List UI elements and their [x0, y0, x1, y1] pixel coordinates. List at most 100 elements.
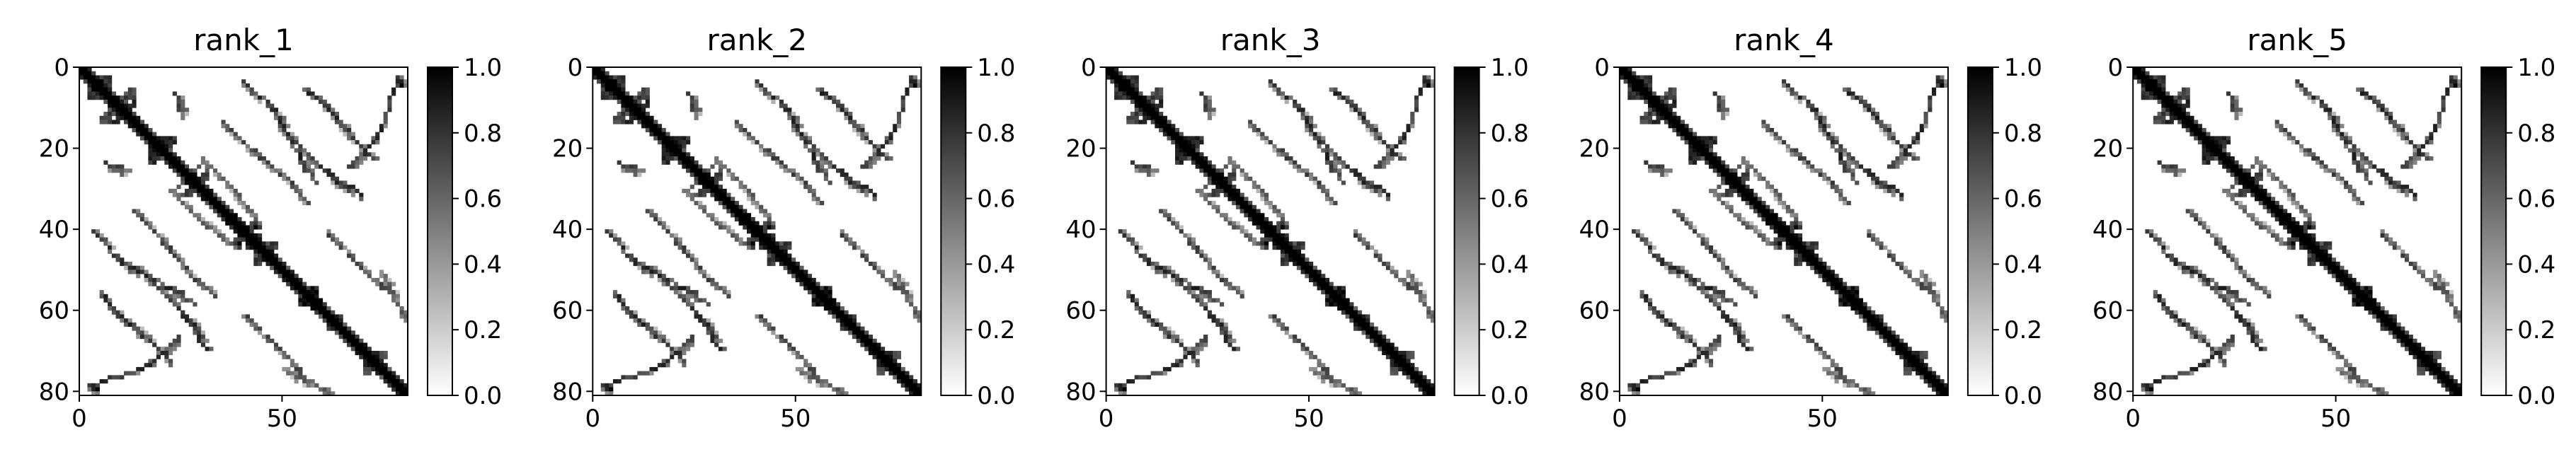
heatmap-cell — [864, 192, 869, 197]
heatmap-cell — [617, 160, 622, 165]
heatmap-cell — [347, 326, 352, 331]
heatmap-cell — [367, 354, 372, 359]
heatmap-cell — [1838, 197, 1843, 202]
heatmap-cell — [2141, 95, 2146, 100]
heatmap-cell — [2437, 120, 2442, 124]
heatmap-cell — [306, 294, 311, 298]
heatmap-cell — [1761, 124, 1766, 129]
heatmap-cell — [1712, 302, 1717, 307]
heatmap-cell — [1806, 335, 1811, 340]
heatmap-cell — [795, 124, 800, 129]
heatmap-cell — [2258, 164, 2263, 169]
heatmap-cell — [1680, 330, 1685, 335]
heatmap-cell — [1288, 335, 1293, 340]
heatmap-cell — [1138, 245, 1143, 250]
heatmap-cell — [1134, 241, 1139, 246]
heatmap-cell — [229, 209, 234, 214]
heatmap-cell — [1664, 172, 1669, 178]
heatmap-cell — [1159, 127, 1164, 133]
heatmap-cell — [387, 103, 392, 108]
heatmap-cell — [1794, 225, 1799, 230]
heatmap-cell — [2238, 176, 2243, 181]
heatmap-cell — [403, 383, 408, 388]
heatmap-cell — [2437, 124, 2442, 129]
heatmap-cell — [108, 108, 113, 112]
heatmap-cell — [1708, 294, 1714, 298]
heatmap-cell — [1118, 387, 1123, 392]
heatmap-cell — [702, 176, 707, 181]
heatmap-cell — [864, 330, 869, 335]
heatmap-cell — [1693, 156, 1698, 161]
heatmap-cell — [1737, 326, 1742, 331]
heatmap-cell — [103, 99, 108, 104]
heatmap-cell — [1134, 83, 1139, 88]
heatmap-cell — [270, 257, 275, 262]
heatmap-cell — [2177, 120, 2182, 124]
heatmap-cell — [1855, 298, 1860, 303]
heatmap-cell — [2222, 188, 2227, 193]
heatmap-cell — [1293, 261, 1298, 267]
heatmap-cell — [1235, 201, 1241, 206]
heatmap-cell — [649, 330, 654, 335]
heatmap-cell — [1923, 286, 1928, 291]
heatmap-cell — [1717, 338, 1722, 343]
y-tick-label: 20 — [1065, 135, 1096, 163]
heatmap-cell — [1394, 152, 1399, 157]
heatmap-cell — [318, 310, 324, 315]
heatmap-cell — [1268, 201, 1273, 206]
heatmap-cell — [1826, 132, 1831, 137]
heatmap-cell — [1385, 265, 1390, 270]
heatmap-cell — [1903, 342, 1908, 347]
heatmap-cell — [1712, 136, 1717, 141]
heatmap-cell — [168, 148, 173, 153]
heatmap-cell — [1187, 156, 1192, 161]
heatmap-cell — [836, 103, 841, 108]
heatmap-cell — [233, 245, 238, 250]
heatmap-cell — [706, 188, 711, 193]
heatmap-cell — [1227, 197, 1232, 202]
heatmap-cell — [350, 136, 355, 141]
heatmap-cell — [217, 172, 222, 178]
heatmap-cell — [1288, 160, 1293, 165]
heatmap-cell — [633, 103, 638, 108]
heatmap-cell — [136, 209, 141, 214]
heatmap-cell — [318, 298, 324, 303]
heatmap-cell — [1357, 108, 1362, 112]
heatmap-cell — [120, 168, 125, 173]
heatmap-cell — [290, 140, 295, 145]
heatmap-cell — [197, 216, 202, 222]
heatmap-cell — [253, 257, 258, 262]
heatmap-cell — [1211, 188, 1216, 193]
heatmap-cell — [1171, 330, 1176, 335]
heatmap-cell — [2161, 91, 2166, 96]
heatmap-cell — [1321, 286, 1326, 291]
heatmap-cell — [1110, 67, 1115, 72]
heatmap-cell — [2384, 115, 2389, 120]
heatmap-cell — [755, 79, 760, 84]
heatmap-cell — [1410, 354, 1415, 359]
heatmap-cell — [1944, 391, 1949, 396]
heatmap-cell — [225, 180, 230, 185]
heatmap-cell — [1794, 257, 1799, 262]
heatmap-cell — [383, 354, 388, 359]
heatmap-cell — [762, 241, 768, 246]
heatmap-cell — [844, 233, 849, 238]
heatmap-cell — [2412, 152, 2417, 157]
heatmap-cell — [791, 168, 796, 173]
heatmap-cell — [2331, 112, 2337, 117]
heatmap-cell — [677, 290, 682, 295]
heatmap-cell — [1761, 216, 1766, 222]
heatmap-cell — [1765, 241, 1770, 246]
heatmap-cell — [172, 164, 177, 169]
heatmap-cell — [253, 225, 258, 230]
heatmap-cell — [1390, 148, 1395, 153]
heatmap-cell — [347, 253, 352, 258]
heatmap-cell — [2157, 75, 2162, 80]
heatmap-cell — [2417, 144, 2422, 149]
heatmap-cell — [686, 168, 691, 173]
heatmap-cell — [722, 201, 727, 206]
heatmap-cell — [1696, 277, 1701, 283]
heatmap-cell — [1855, 286, 1860, 291]
heatmap-cell — [164, 359, 169, 364]
heatmap-cell — [1733, 185, 1738, 190]
